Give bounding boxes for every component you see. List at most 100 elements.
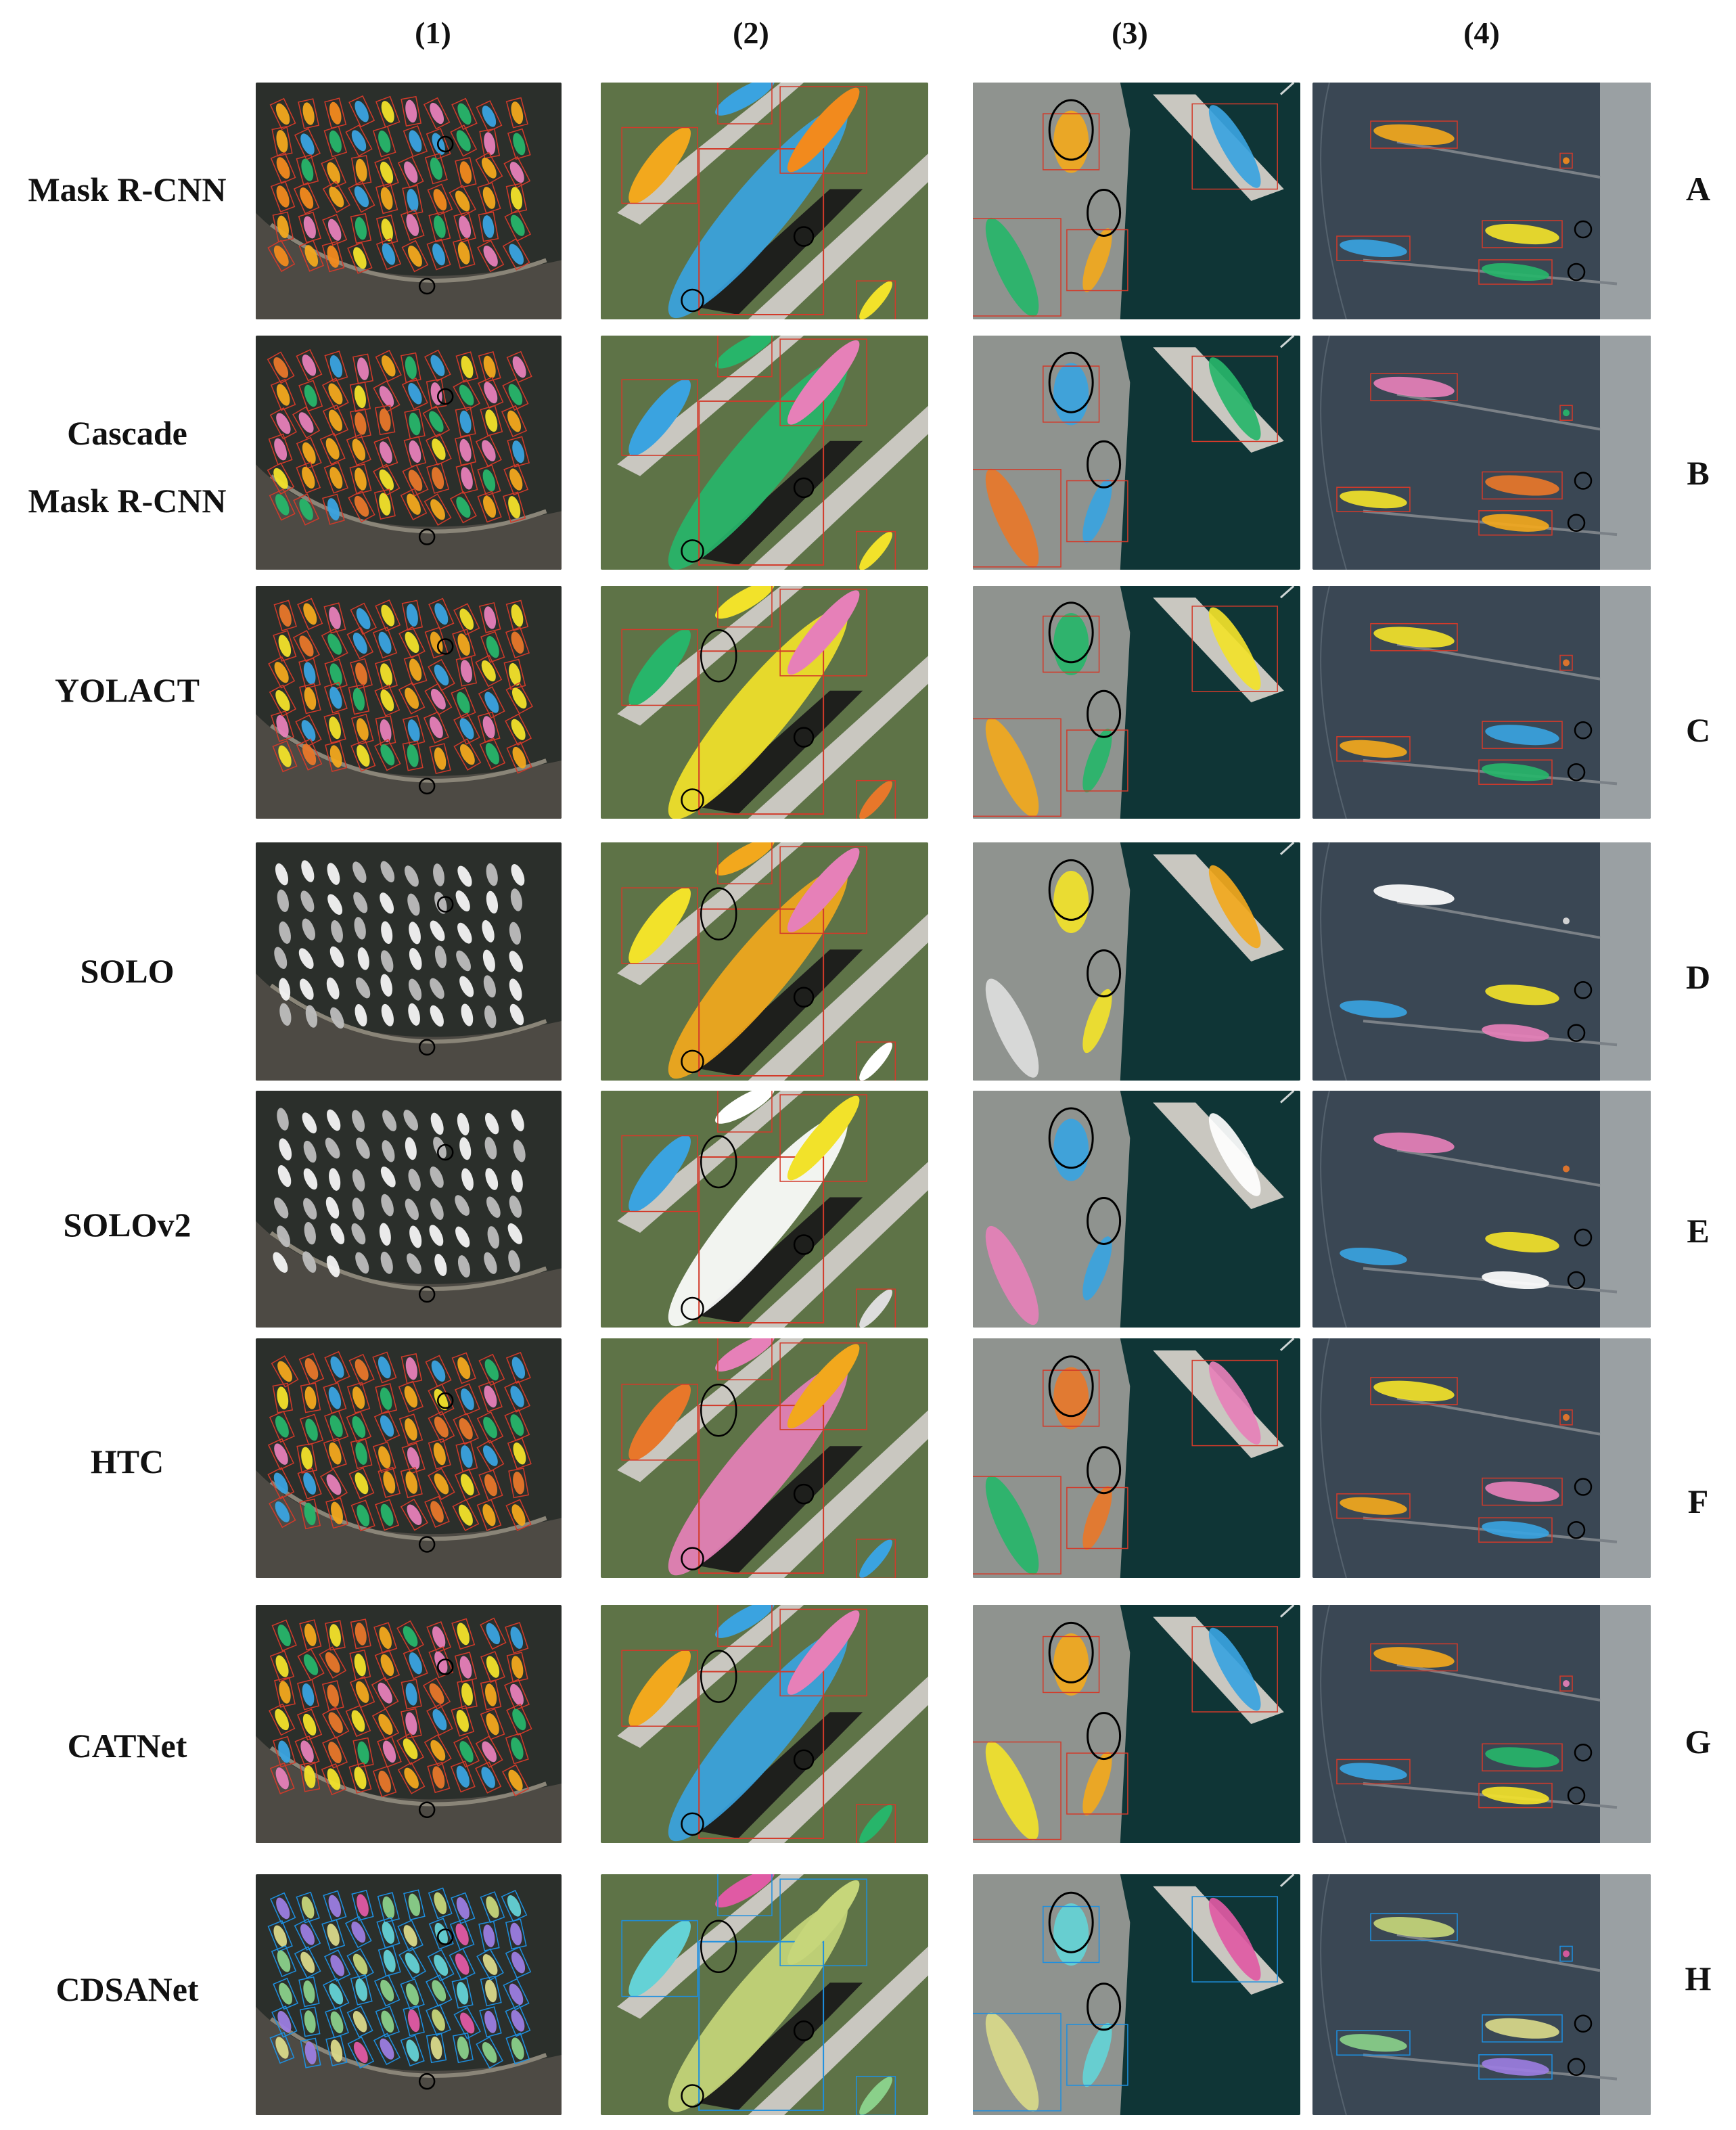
ship-mask: [1482, 2058, 1549, 2076]
shore-area: [256, 2006, 562, 2115]
boat-mask: [475, 654, 503, 687]
ship-mask: [1340, 1497, 1407, 1515]
boat-mask: [372, 627, 398, 659]
ship-bbox: [1336, 235, 1411, 261]
boat-mask: [271, 710, 294, 742]
boat-mask: [352, 861, 367, 883]
boat-mask: [477, 182, 501, 214]
ship-mask: [715, 842, 775, 876]
ship-mask: [1053, 1118, 1089, 1181]
panel-background: [1312, 842, 1651, 1081]
aerial-image: [1312, 83, 1651, 319]
boat-mask: [505, 97, 528, 129]
shore-area: [256, 464, 562, 570]
missed-target-circle: [1087, 189, 1122, 237]
ship-mask: [1563, 1680, 1570, 1687]
boat-mask: [273, 630, 297, 662]
boat-mask: [506, 1703, 532, 1736]
aerial-image: [601, 336, 928, 570]
missed-target-circle: [418, 1801, 436, 1818]
missed-target-circle: [793, 727, 815, 748]
boat-mask: [267, 1920, 293, 1953]
boat-mask: [429, 743, 451, 775]
boat-mask: [457, 1112, 470, 1136]
boat-mask: [350, 740, 376, 772]
boat-mask: [301, 860, 315, 882]
ship-bbox: [1370, 373, 1458, 401]
aerial-image: [601, 1091, 928, 1328]
boat-mask: [327, 1109, 341, 1131]
boat-mask: [451, 1352, 476, 1384]
boat-mask: [451, 1705, 475, 1737]
ship-bbox: [1336, 736, 1411, 762]
boat-mask: [323, 125, 348, 158]
missed-target-circle: [793, 477, 815, 499]
boat-mask: [451, 1618, 476, 1650]
boat-mask: [321, 378, 349, 410]
ship-bbox: [1191, 103, 1278, 190]
boat-mask: [350, 1499, 375, 1532]
result-panel-row1-col2: [601, 83, 928, 319]
boat-mask: [450, 1761, 476, 1793]
ship-mask: [1373, 124, 1455, 145]
boat-mask: [269, 97, 296, 131]
boat-mask: [327, 894, 343, 915]
result-panel-row1-col3: [973, 83, 1300, 319]
pier-curve: [269, 1480, 547, 1541]
result-panel-row5-col3: [973, 1091, 1300, 1328]
boat-mask: [298, 948, 314, 969]
boat-mask: [381, 921, 393, 945]
boat-mask: [323, 1890, 347, 1922]
boat-mask: [501, 1764, 530, 1796]
carrier-bbox: [698, 1156, 825, 1323]
shore-area: [256, 714, 562, 819]
boat-mask: [430, 1112, 444, 1135]
boat-mask: [401, 95, 422, 127]
missed-target-circle: [793, 1483, 815, 1505]
boat-mask: [405, 1137, 417, 1160]
boat-mask: [297, 597, 323, 631]
pier-left: [617, 1338, 804, 1482]
boat-mask: [322, 493, 345, 525]
row-letter-e: E: [1687, 1212, 1710, 1250]
pier-left: [617, 586, 804, 726]
boat-mask: [269, 407, 297, 440]
wake: [1279, 586, 1295, 599]
water-edge: [1320, 1874, 1347, 2115]
ship-mask: [1485, 1481, 1559, 1502]
ship-mask: [859, 281, 892, 319]
boat-mask: [373, 2033, 401, 2066]
ship-bbox: [1482, 220, 1563, 248]
ship-bbox: [1559, 654, 1573, 671]
ship-mask: [1482, 263, 1549, 281]
missed-target-circle: [1087, 689, 1122, 738]
boat-mask: [379, 1223, 391, 1246]
boat-mask: [382, 1110, 397, 1131]
result-panel-row8-col4: [1312, 1874, 1651, 2115]
ship-mask: [629, 1650, 691, 1727]
boat-mask: [293, 493, 320, 526]
boat-mask: [277, 1108, 289, 1131]
missed-target-circle: [1567, 263, 1586, 281]
ship-bbox: [1370, 622, 1458, 652]
boat-mask: [484, 1137, 497, 1160]
boat-mask: [478, 602, 501, 633]
water-edge: [1320, 1338, 1347, 1578]
ship-bbox: [1191, 606, 1278, 692]
aerial-image: [1312, 1338, 1651, 1578]
ship-mask: [787, 340, 860, 425]
missed-target-circle: [681, 2084, 704, 2108]
missed-target-circle: [418, 777, 436, 795]
boat-mask: [319, 1468, 348, 1501]
boat-mask: [345, 1704, 371, 1738]
boat-mask: [348, 1353, 375, 1386]
pier-left: [617, 842, 804, 986]
shore-area: [256, 212, 562, 319]
boat-mask: [274, 1197, 289, 1219]
boat-mask: [321, 628, 348, 660]
boat-mask: [302, 1112, 317, 1134]
breakwater: [1396, 643, 1601, 681]
ship-bbox: [1066, 229, 1128, 292]
boat-mask: [449, 1918, 475, 1951]
boat-mask: [269, 1650, 295, 1683]
